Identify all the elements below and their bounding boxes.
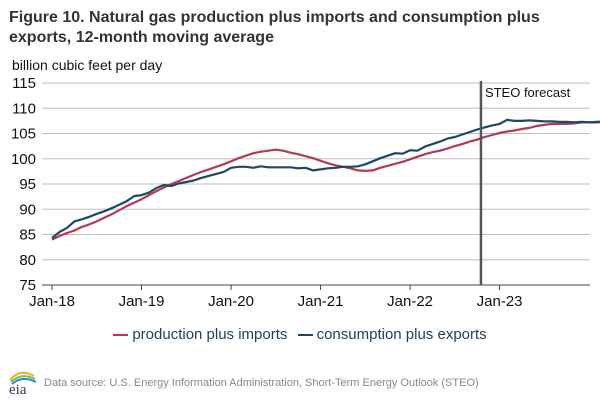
y-tick-label: 80 [19,252,36,269]
y-tick-labels: 75 80 85 90 95 100 105 110 115 [11,75,36,294]
x-tick-label: Jan-18 [29,293,75,310]
x-tick-label: Jan-20 [208,293,254,310]
legend-swatch-consumption [297,334,313,337]
svg-text:eia: eia [9,382,27,396]
y-tick-label: 75 [19,277,36,294]
y-tick-label: 85 [19,227,36,244]
x-tick-label: Jan-21 [298,293,344,310]
y-tick-label: 95 [19,176,36,193]
legend-item-production: production plus imports [113,326,287,343]
legend-item-consumption: consumption plus exports [297,326,487,343]
data-source: Data source: U.S. Energy Information Adm… [44,377,479,389]
chart-title: Figure 10. Natural gas production plus i… [9,9,540,46]
x-tick-labels: Jan-18 Jan-19 Jan-20 Jan-21 Jan-22 Jan-23 [29,285,523,310]
y-tick-label: 105 [11,126,36,143]
series-line-consumption-plus-exports [51,118,600,239]
series-lines [51,118,600,241]
legend-swatch-production [113,334,129,337]
legend-label-consumption: consumption plus exports [316,326,487,343]
y-tick-label: 100 [11,151,36,168]
series-line-production-plus-imports [51,121,600,241]
y-tick-label: 115 [12,75,36,92]
eia-logo-icon: eia [9,371,37,396]
y-tick-label: 110 [12,100,36,117]
x-tick-label: Jan-19 [119,293,165,310]
forecast-label: STEO forecast [485,85,571,100]
gridlines [42,82,590,286]
x-tick-label: Jan-23 [477,293,523,310]
legend: production plus imports consumption plus… [0,326,600,343]
x-tick-label: Jan-22 [387,293,433,310]
line-chart: 75 80 85 90 95 100 105 110 115 Jan-18 Jan-19 Jan-2… [11,75,600,310]
y-axis-label: billion cubic feet per day [12,57,163,73]
y-tick-label: 90 [19,201,36,218]
legend-label-production: production plus imports [132,326,288,343]
